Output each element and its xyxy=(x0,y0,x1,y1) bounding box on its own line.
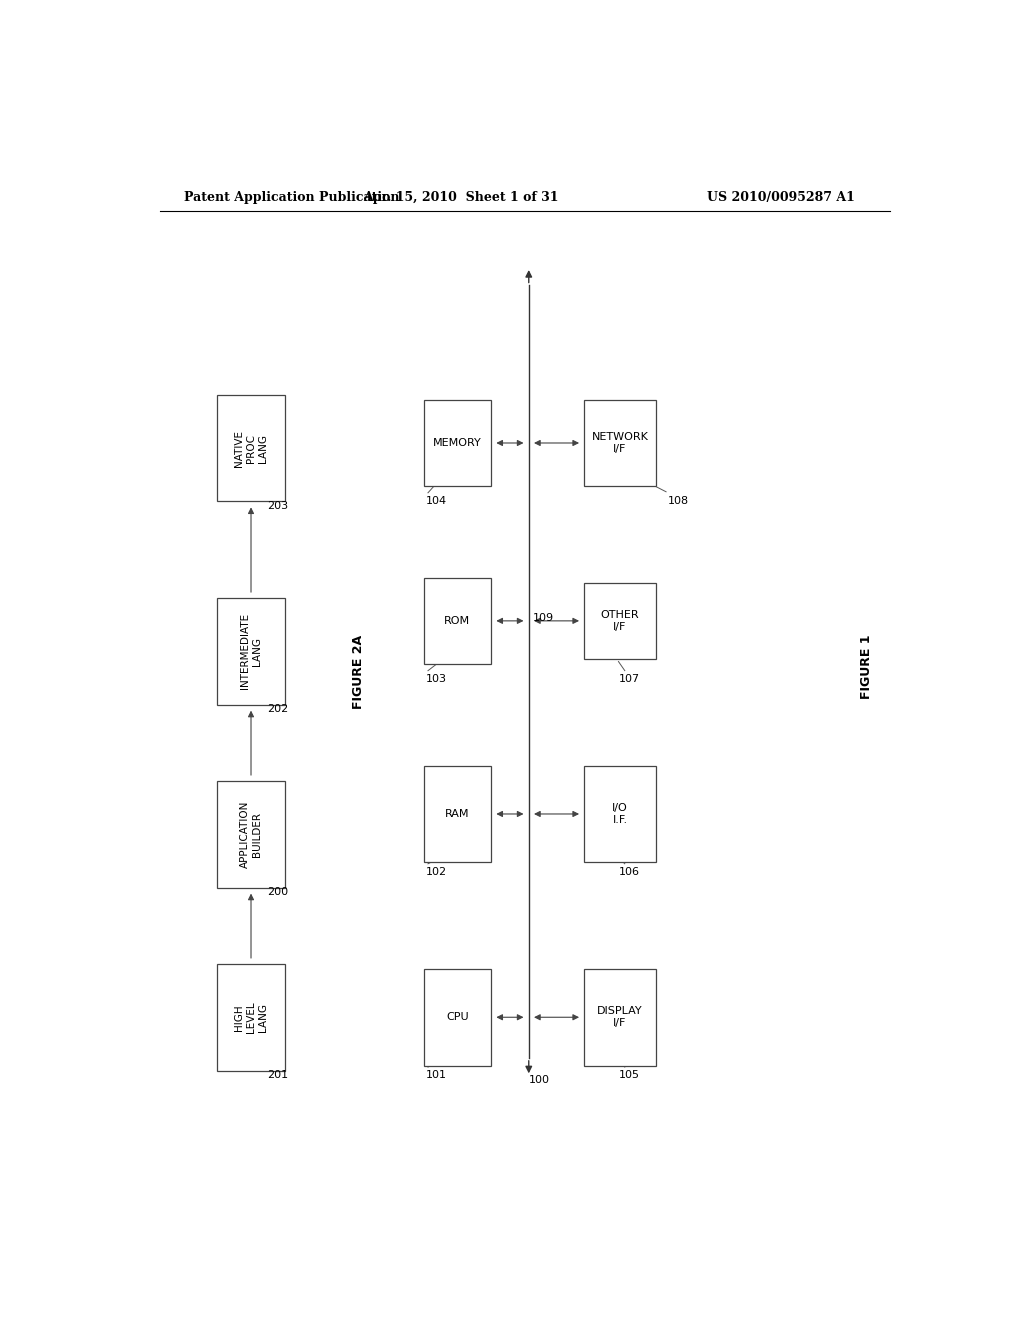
FancyBboxPatch shape xyxy=(217,781,285,887)
FancyBboxPatch shape xyxy=(585,400,655,486)
Text: Apr. 15, 2010  Sheet 1 of 31: Apr. 15, 2010 Sheet 1 of 31 xyxy=(364,190,559,203)
Text: ROM: ROM xyxy=(444,616,470,626)
FancyBboxPatch shape xyxy=(424,766,492,862)
Text: FIGURE 2A: FIGURE 2A xyxy=(351,635,365,709)
Text: OTHER
I/F: OTHER I/F xyxy=(601,610,639,632)
Text: 101: 101 xyxy=(426,1071,446,1080)
Text: 103: 103 xyxy=(426,673,446,684)
Text: CPU: CPU xyxy=(446,1012,469,1022)
FancyBboxPatch shape xyxy=(217,598,285,705)
Text: 105: 105 xyxy=(618,1071,639,1080)
Text: DISPLAY
I/F: DISPLAY I/F xyxy=(597,1006,643,1028)
Text: INTERMEDIATE
LANG: INTERMEDIATE LANG xyxy=(240,614,262,689)
Text: 202: 202 xyxy=(267,704,288,714)
Text: NATIVE
PROC
LANG: NATIVE PROC LANG xyxy=(233,429,268,466)
Text: I/O
I.F.: I/O I.F. xyxy=(612,803,628,825)
FancyBboxPatch shape xyxy=(217,964,285,1071)
Text: FIGURE 1: FIGURE 1 xyxy=(859,635,872,698)
FancyBboxPatch shape xyxy=(585,766,655,862)
Text: 200: 200 xyxy=(267,887,288,898)
Text: Patent Application Publication: Patent Application Publication xyxy=(183,190,399,203)
Text: HIGH
LEVEL
LANG: HIGH LEVEL LANG xyxy=(233,1002,268,1034)
FancyBboxPatch shape xyxy=(424,578,492,664)
Text: 201: 201 xyxy=(267,1071,288,1080)
Text: 104: 104 xyxy=(426,496,446,506)
Text: 109: 109 xyxy=(532,612,554,623)
FancyBboxPatch shape xyxy=(217,395,285,502)
Text: 108: 108 xyxy=(668,496,689,506)
Text: NETWORK
I/F: NETWORK I/F xyxy=(592,432,648,454)
Text: APPLICATION
BUILDER: APPLICATION BUILDER xyxy=(240,801,262,869)
Text: 100: 100 xyxy=(528,1076,550,1085)
Text: 107: 107 xyxy=(618,673,640,684)
FancyBboxPatch shape xyxy=(424,400,492,486)
Text: MEMORY: MEMORY xyxy=(433,438,481,447)
Text: 102: 102 xyxy=(426,867,446,876)
Text: RAM: RAM xyxy=(445,809,470,818)
Text: 106: 106 xyxy=(618,867,639,876)
Text: US 2010/0095287 A1: US 2010/0095287 A1 xyxy=(708,190,855,203)
FancyBboxPatch shape xyxy=(424,969,492,1065)
FancyBboxPatch shape xyxy=(585,582,655,659)
Text: 203: 203 xyxy=(267,500,288,511)
FancyBboxPatch shape xyxy=(585,969,655,1065)
